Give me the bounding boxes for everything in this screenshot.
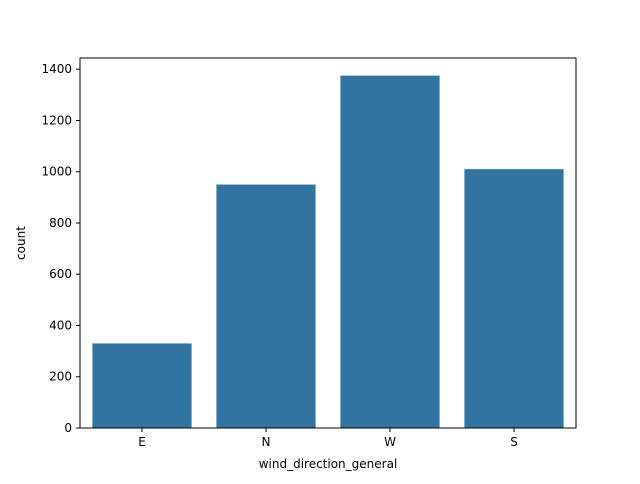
y-tick-label-1000: 1000 bbox=[41, 165, 72, 179]
bars-layer bbox=[92, 75, 564, 429]
ticks-layer: E N W S 0 200 400 600 800 1000 1200 1400 bbox=[41, 62, 517, 449]
x-tick-label-W: W bbox=[384, 435, 396, 449]
x-tick-label-E: E bbox=[138, 435, 146, 449]
y-tick-label-200: 200 bbox=[49, 370, 72, 384]
bar-N bbox=[216, 184, 316, 428]
y-tick-label-0: 0 bbox=[64, 421, 72, 435]
y-tick-label-1400: 1400 bbox=[41, 62, 72, 76]
x-axis-label: wind_direction_general bbox=[259, 457, 398, 471]
y-tick-label-400: 400 bbox=[49, 318, 72, 332]
x-tick-label-S: S bbox=[510, 435, 518, 449]
y-tick-label-800: 800 bbox=[49, 216, 72, 230]
x-tick-label-N: N bbox=[262, 435, 271, 449]
bar-W bbox=[340, 75, 440, 429]
bar-S bbox=[464, 169, 564, 428]
axes-frame bbox=[79, 57, 577, 429]
y-tick-label-1200: 1200 bbox=[41, 113, 72, 127]
bar-E bbox=[92, 343, 192, 428]
y-tick-label-600: 600 bbox=[49, 267, 72, 281]
y-axis-label: count bbox=[14, 226, 28, 260]
